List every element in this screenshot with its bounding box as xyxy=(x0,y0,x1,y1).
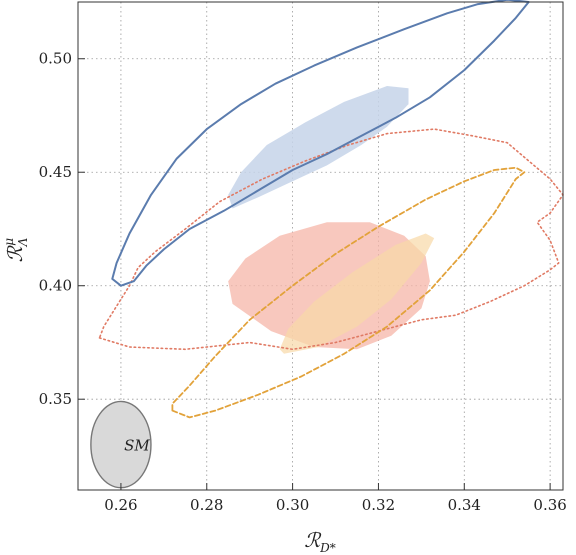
sm-point: SM xyxy=(90,400,152,489)
sm-label: SM xyxy=(124,437,150,455)
plot-frame xyxy=(77,1,564,491)
x-tick-label-3: 0.32 xyxy=(362,496,395,514)
y-axis-label: ℛΛμ xyxy=(2,237,30,262)
x-tick-label-5: 0.36 xyxy=(533,496,566,514)
x-axis-label: ℛD* xyxy=(304,528,336,555)
x-tick-label-0: 0.26 xyxy=(104,496,137,514)
y-tick-label-2: 0.45 xyxy=(39,163,72,181)
y-axis-label-sub: Λ xyxy=(16,237,30,247)
contour-orange-outer xyxy=(171,166,526,419)
x-tick-label-1: 0.28 xyxy=(190,496,223,514)
y-axis-label-sup: μ xyxy=(2,238,16,246)
contour-blue-inner xyxy=(228,86,409,209)
y-tick-label-0: 0.35 xyxy=(39,390,72,408)
x-axis-ticks: 0.26 0.28 0.30 0.32 0.34 0.36 xyxy=(104,483,567,514)
y-axis-ticks: 0.35 0.40 0.45 0.50 xyxy=(39,50,85,408)
contour-red-inner xyxy=(228,222,430,350)
y-tick-label-3: 0.50 xyxy=(39,50,72,68)
x-axis-label-sub: D* xyxy=(319,541,336,555)
contour-orange-inner xyxy=(279,233,435,354)
contour-red-outer xyxy=(98,128,564,351)
y-axis-label-main: ℛ xyxy=(3,244,27,262)
x-axis-label-main: ℛ xyxy=(304,528,322,552)
contour-regions xyxy=(98,0,564,419)
y-tick-label-1: 0.40 xyxy=(39,277,72,295)
x-tick-label-2: 0.30 xyxy=(276,496,309,514)
x-tick-label-4: 0.34 xyxy=(448,496,481,514)
svg-text:ℛΛμ: ℛΛμ xyxy=(2,237,30,262)
